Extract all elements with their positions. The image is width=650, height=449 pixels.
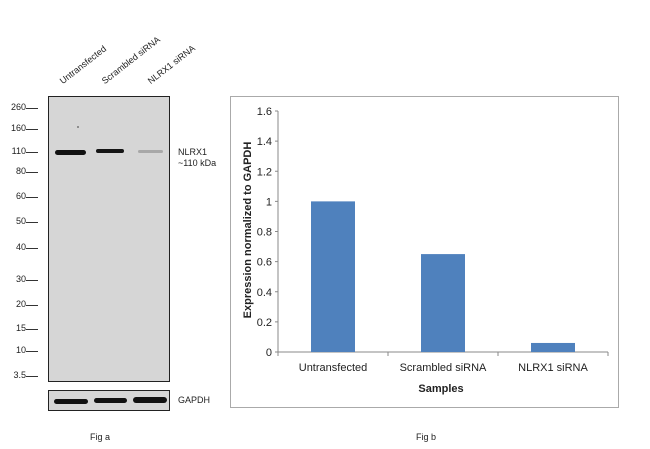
marker-tick [26,351,38,352]
bar-scrambled-sirna [421,254,465,352]
marker-tick [26,329,38,330]
y-tick-label: 1.6 [257,106,272,118]
y-tick-label: 0.2 [257,317,272,329]
y-tick-label: 0 [266,347,272,359]
target-label: NLRX1 [178,147,208,157]
marker-tick [26,305,38,306]
fig-b-label: Fig b [416,432,437,442]
target-size: ~110 kDa [178,158,217,168]
gapdh-band-2 [94,398,127,403]
marker-label: 15 [15,323,26,333]
marker-label: 80 [15,166,26,176]
x-axis-label: Samples [418,383,463,395]
y-axis-label: Expression normalized to GAPDH [242,142,254,319]
marker-tick [26,129,38,130]
y-tick-label: 0.8 [257,227,272,239]
gapdh-band-1 [54,399,88,404]
marker-label: 110 [11,146,26,156]
marker-tick [26,197,38,198]
marker-label: 30 [15,274,26,284]
marker-tick [26,280,38,281]
bar-nlrx1-sirna [531,342,575,352]
x-tick-label: Untransfected [299,362,367,374]
y-tick-label: 1.2 [257,166,272,178]
marker-tick [26,222,38,223]
blot-speck [77,126,79,128]
x-tick-label: Scrambled siRNA [400,362,487,374]
loading-control-label: GAPDH [178,395,211,405]
marker-label: 160 [10,123,26,133]
marker-label: 50 [15,216,26,226]
band-scrambled [96,149,124,153]
band-nlrx1-sirna [138,150,163,153]
chart-frame [230,96,619,408]
marker-tick [26,108,38,109]
marker-label: 260 [10,102,26,112]
marker-tick [26,172,38,173]
marker-label: 3.5 [13,370,26,380]
fig-a-label: Fig a [90,432,111,442]
band-untransfected [55,150,86,155]
western-blot-gapdh [48,390,170,411]
x-tick-label: NLRX1 siRNA [518,362,588,374]
y-tick-label: 0.4 [257,287,272,299]
western-blot-main [48,96,170,382]
marker-label: 60 [15,191,26,201]
y-tick-label: 0.6 [257,257,272,269]
marker-label: 20 [15,299,26,309]
marker-tick [26,376,38,377]
marker-label: 10 [15,345,26,355]
bar-untransfected [311,201,355,352]
marker-tick [26,152,38,153]
gapdh-band-3 [133,397,167,403]
marker-label: 40 [15,242,26,252]
y-tick-label: 1.4 [257,136,272,148]
y-tick-label: 1 [266,196,272,208]
marker-tick [26,248,38,249]
